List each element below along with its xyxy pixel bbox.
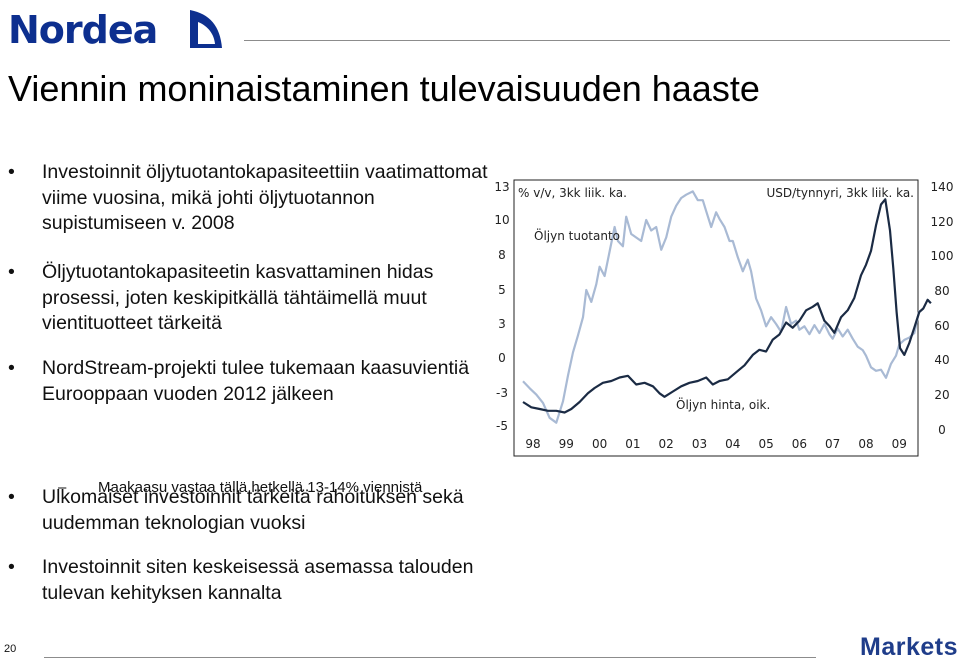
footer-divider: [44, 657, 816, 658]
right-tick-label: 60: [934, 319, 949, 333]
slide-number: 20: [4, 643, 17, 655]
annotation-production: Öljyn tuotanto: [534, 227, 620, 243]
logo-text: Nordea: [8, 8, 158, 52]
right-tick-label: 40: [934, 353, 949, 367]
bullet-text: Investoinnit siten keskeisessä asemassa …: [42, 556, 474, 604]
bullet-text: Öljytuotantokapasiteetin kasvattaminen h…: [42, 261, 434, 334]
x-tick-label: 03: [692, 437, 707, 451]
left-tick-label: 0: [498, 351, 506, 365]
annotation-price: Öljyn hinta, oik.: [676, 396, 770, 412]
plot-frame: [513, 179, 919, 457]
right-axis-label: USD/tynnyri, 3kk liik. ka.: [766, 186, 914, 200]
x-tick-label: 07: [825, 437, 840, 451]
bullet-text: Investoinnit öljytuotantokapasiteettiin …: [42, 161, 488, 234]
bullet-item: • Investoinnit siten keskeisessä asemass…: [8, 555, 493, 611]
x-tick-label: 98: [525, 437, 540, 451]
slide-title: Viennin moninaistaminen tulevaisuuden ha…: [8, 68, 760, 109]
left-axis-ticks: 13 10 8 5 3 0 -3 -5: [494, 180, 509, 433]
x-tick-label: 05: [758, 437, 773, 451]
bullet-text: NordStream-projekti tulee tukemaan kaasu…: [42, 357, 470, 405]
x-tick-label: 06: [792, 437, 807, 451]
bullet-symbol: •: [8, 556, 15, 578]
bullet-item: • Öljytuotantokapasiteetin kasvattaminen…: [8, 260, 493, 338]
x-tick-label: 08: [858, 437, 873, 451]
right-tick-label: 20: [934, 388, 949, 402]
left-tick-label: 13: [494, 180, 509, 194]
footer-brand: Markets: [860, 633, 958, 661]
left-axis-label: % v/v, 3kk liik. ka.: [518, 186, 627, 200]
sub-bullet-text: Maakaasu vastaa tällä hetkellä 13-14% vi…: [98, 479, 423, 496]
right-tick-label: 140: [931, 180, 954, 194]
series-line-price: [522, 198, 932, 414]
bullet-text: Ulkomaiset investoinnit tärkeitä rahoitu…: [42, 486, 464, 534]
x-tick-label: 01: [625, 437, 640, 451]
right-tick-label: 120: [931, 215, 954, 229]
right-tick-label: 100: [931, 249, 954, 263]
x-tick-label: 02: [659, 437, 674, 451]
bullet-item: • Ulkomaiset investoinnit tärkeitä rahoi…: [8, 485, 493, 541]
right-axis-ticks: 140 120 100 80 60 40 20 0: [931, 180, 954, 437]
x-tick-label: 09: [892, 437, 907, 451]
nordea-logo: Nordea: [8, 8, 228, 58]
left-tick-label: -3: [496, 386, 508, 400]
dash-symbol: –: [58, 479, 67, 496]
bullet-symbol: •: [8, 486, 15, 508]
bullet-symbol: •: [8, 357, 15, 379]
right-tick-label: 0: [938, 423, 946, 437]
x-axis-ticks: 98 99 00 01 02 03 04 05 06 07 08 09: [525, 437, 907, 451]
series-line-production: [522, 190, 921, 424]
header-divider: [244, 40, 950, 41]
bullet-item: • NordStream-projekti tulee tukemaan kaa…: [8, 356, 493, 434]
x-tick-label: 00: [592, 437, 607, 451]
x-tick-label: 99: [559, 437, 574, 451]
left-tick-label: 8: [498, 248, 506, 262]
bullet-symbol: •: [8, 161, 15, 183]
left-tick-label: 10: [494, 213, 509, 227]
x-tick-label: 04: [725, 437, 740, 451]
left-tick-label: -5: [496, 419, 508, 433]
sail-icon: [190, 10, 222, 48]
left-tick-label: 5: [498, 283, 506, 297]
left-tick-label: 3: [498, 317, 506, 331]
bullet-symbol: •: [8, 261, 15, 283]
right-tick-label: 80: [934, 284, 949, 298]
bullet-item: • Investoinnit öljytuotantokapasiteettii…: [8, 160, 493, 238]
